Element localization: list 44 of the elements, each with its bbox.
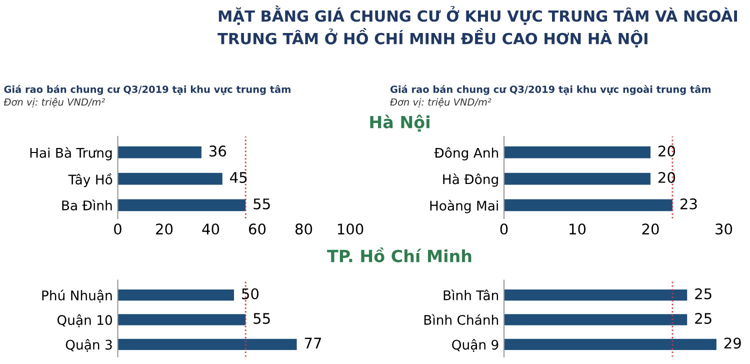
y-tick-label: Hoàng Mai [430, 200, 498, 214]
text: Đơn vị: triệu VND/m² [390, 98, 492, 108]
bar [118, 199, 246, 212]
y-tick-label: Hai Bà Trưng [30, 147, 112, 160]
y-tick-label: Quận 9 [452, 338, 498, 352]
y-tick-label: Quận 10 [57, 314, 112, 328]
bar [118, 146, 202, 158]
text: Hà Nội [370, 114, 430, 132]
y-tick-label: Đông Anh [434, 147, 498, 160]
data-label: 77 [304, 338, 322, 348]
x-tick-label: 30 [716, 224, 732, 235]
data-label: 29 [724, 338, 741, 349]
x-tick-label: 100 [338, 224, 364, 235]
data-label: 20 [658, 146, 676, 157]
chart-subtitle: Giá rao bán chung cư Q3/2019 tại khu vực trung tâm [4, 85, 290, 95]
y-tick-label: Bình Tân [444, 290, 498, 300]
x-tick-label: 20 [642, 224, 659, 235]
y-tick-label: Tây Hồ [68, 173, 112, 188]
y-tick-label: Bình Chánh [424, 314, 498, 325]
data-label: 45 [230, 172, 247, 183]
data-label: 20 [658, 172, 676, 183]
data-label: 25 [695, 288, 712, 300]
x-tick-label: 40 [202, 224, 220, 235]
chart-subtitle: Giá rao bán chung cư Q3/2019 tại khu vực ngoài trung tâm [390, 85, 711, 95]
y-tick-label: Phú Nhuận [42, 290, 112, 303]
x-tick-label: 20 [156, 224, 173, 235]
data-label: 23 [680, 198, 697, 210]
text: TP. Hồ Chí Minh [327, 247, 472, 262]
y-tick-label: Hà Đông [443, 173, 498, 187]
data-label: 55 [254, 198, 270, 210]
x-tick-label: 60 [248, 224, 266, 235]
x-tick-label: 10 [570, 224, 586, 235]
data-label: 55 [254, 313, 270, 324]
x-tick-label: 80 [295, 224, 312, 235]
x-tick-label: 0 [114, 224, 122, 235]
data-label: 25 [695, 312, 712, 324]
data-label: 50 [242, 288, 259, 300]
text: MẶT BẰNG GIÁ CHUNG CƯ Ở KHU VỰC TRUNG TÂM VÀ NGOÀI TRUNG TÂM Ở HỒ CHÍ MINH ĐỀU CAO HƠN HÀ NỘI [218, 5, 737, 48]
text: Đơn vị: triệu VND/m² [4, 98, 105, 108]
x-tick-label: 0 [500, 224, 508, 235]
bar [118, 172, 222, 185]
data-label: 36 [210, 146, 226, 157]
y-tick-label: Quận 3 [66, 338, 112, 352]
y-tick-label: Ba Đình [62, 200, 112, 210]
